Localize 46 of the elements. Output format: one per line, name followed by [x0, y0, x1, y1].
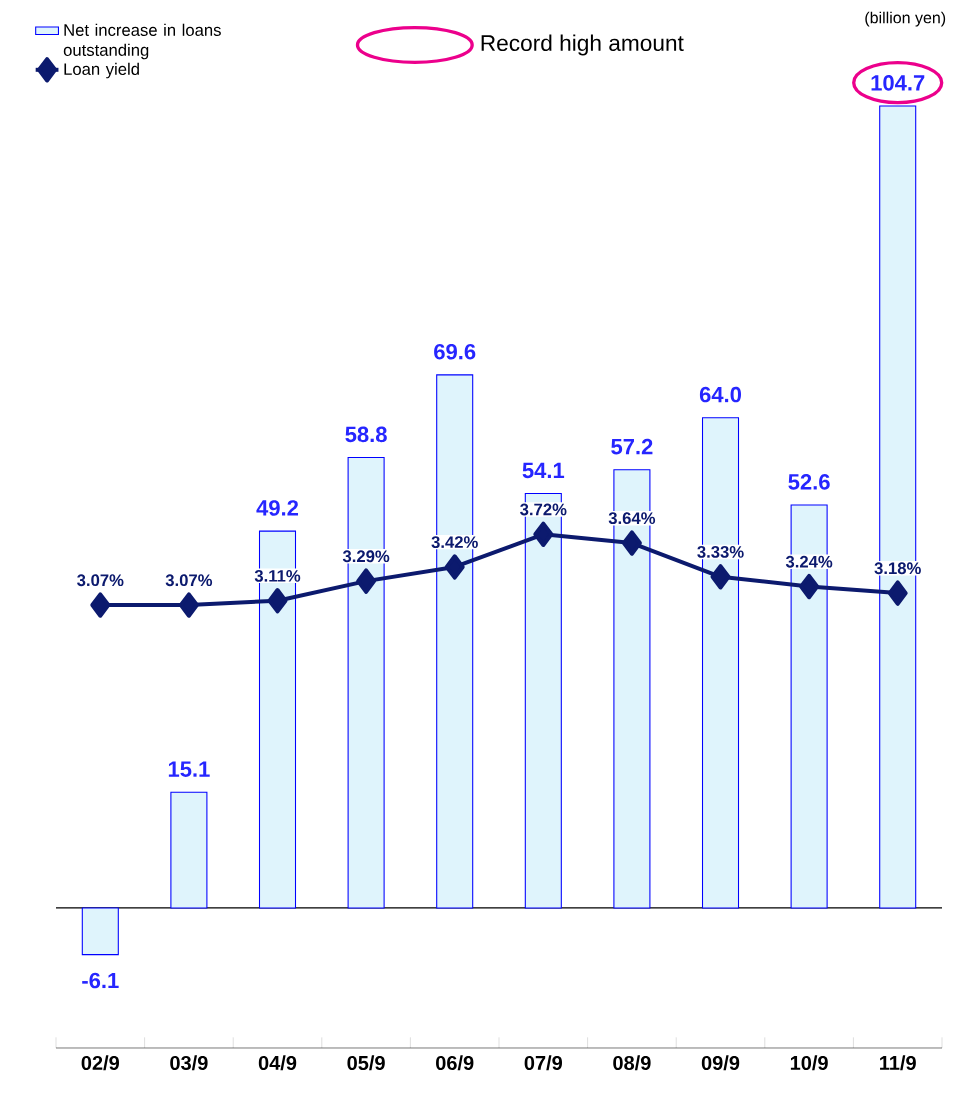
x-tick-label: 02/9: [81, 1055, 120, 1071]
legend-label: Net increase in loans outstanding: [63, 23, 221, 60]
bar: [170, 791, 208, 909]
data-label: 3.29%: [342, 550, 390, 563]
x-tick-label: 04/9: [258, 1055, 297, 1071]
data-label: 3.07%: [77, 574, 124, 587]
text: (billion yen): [865, 11, 946, 27]
point: [444, 554, 465, 580]
data-label: 15.1: [168, 761, 210, 777]
data-label: 49.2: [256, 500, 299, 516]
point: [533, 521, 554, 547]
point: [710, 564, 731, 590]
point: [887, 580, 908, 606]
x-tick-label: 09/9: [701, 1055, 740, 1071]
data-label: 3.24%: [785, 555, 833, 568]
data-label: 69.6: [434, 343, 476, 360]
data-label: 3.07%: [165, 574, 213, 587]
x-tick-label: 05/9: [347, 1055, 385, 1071]
bar: [81, 907, 119, 956]
text: Record high amount: [481, 34, 684, 56]
point: [178, 592, 199, 618]
x-tick-label: 08/9: [613, 1055, 651, 1071]
data-label: 3.42%: [431, 536, 478, 549]
data-label: 52.6: [788, 474, 830, 490]
data-label: 3.64%: [608, 512, 656, 525]
point: [90, 592, 111, 618]
point: [621, 530, 642, 556]
x-tick-label: 03/9: [170, 1055, 208, 1071]
data-label: 64.0: [699, 386, 742, 403]
data-label: 3.72%: [520, 503, 567, 516]
data-label: 104.7: [871, 75, 925, 91]
data-label: 57.2: [611, 438, 653, 455]
data-label: 54.1: [522, 462, 565, 479]
point: [356, 568, 377, 594]
data-label: 3.11%: [254, 569, 301, 582]
data-label: 3.33%: [697, 546, 744, 558]
point: [799, 573, 820, 600]
legend-label: Loan yield: [64, 62, 139, 79]
x-tick-label: 10/9: [790, 1055, 828, 1071]
data-label: 58.8: [345, 426, 387, 443]
data-label: 3.18%: [874, 562, 921, 575]
point: [267, 588, 288, 614]
data-label: -6.1: [82, 972, 119, 989]
x-tick-label: 11/9: [880, 1055, 916, 1071]
x-tick-label: 06/9: [436, 1055, 474, 1071]
x-tick-label: 07/9: [524, 1055, 563, 1071]
